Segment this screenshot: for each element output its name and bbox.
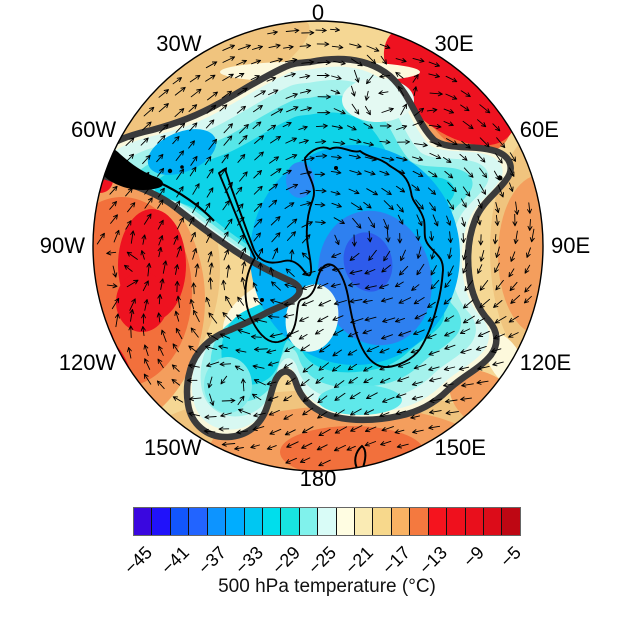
longitude-label-30E: 30E: [434, 31, 474, 57]
colorbar-cell: [262, 508, 282, 535]
colorbar: [133, 507, 521, 536]
colorbar-cell: [318, 508, 337, 535]
longitude-label-90E: 90E: [551, 233, 591, 258]
antarctica-coastline: [218, 146, 503, 368]
longitude-label-120E: 120E: [519, 349, 572, 375]
colorbar-cell: [428, 508, 448, 535]
colorbar-cell: [373, 508, 392, 535]
colorbar-cell: [189, 508, 208, 535]
longitude-label-90W: 90W: [39, 233, 85, 258]
longitude-label-150E: 150E: [434, 434, 486, 460]
longitude-label-30W: 30W: [156, 31, 202, 57]
colorbar-cell: [465, 508, 485, 535]
colorbar-cell: [134, 508, 153, 535]
longitude-label-180: 180: [299, 466, 337, 491]
colorbar-cell: [410, 508, 429, 535]
temperature-fill-layer: [93, 21, 543, 471]
colorbar-cell: [299, 508, 319, 535]
longitude-label-150W: 150W: [144, 434, 202, 460]
colorbar-caption: 500 hPa temperature (°C): [218, 576, 436, 597]
new-zealand-coastline: [354, 444, 367, 471]
colorbar-cell: [447, 508, 466, 535]
colorbar-cell: [170, 508, 190, 535]
longitude-label-0: 0: [311, 0, 325, 25]
colorbar-cell: [226, 508, 245, 535]
wind-vectors-layer: [96, 27, 535, 467]
longitude-label-60E: 60E: [519, 116, 559, 142]
colorbar-cell: [152, 508, 171, 535]
map-boundary-circle: [92, 20, 544, 472]
colorbar-cell: [336, 508, 356, 535]
colorbar-cell: [207, 508, 227, 535]
colorbar-cell: [355, 508, 374, 535]
longitude-label-60W: 60W: [70, 116, 117, 142]
longitude-label-120W: 120W: [58, 349, 117, 375]
colorbar-cell: [484, 508, 503, 535]
colorbar-cell: [502, 508, 520, 535]
colorbar-cell: [281, 508, 300, 535]
colorbar-cell: [244, 508, 263, 535]
colorbar-cell: [391, 508, 411, 535]
